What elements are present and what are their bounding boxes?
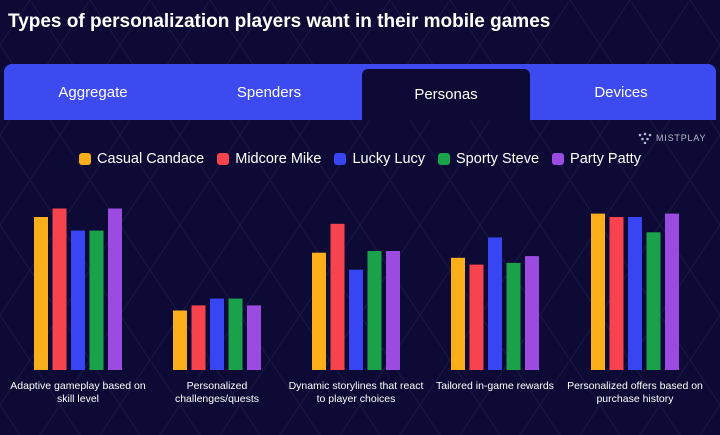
bar (367, 251, 382, 370)
tab-aggregate[interactable]: Aggregate (24, 64, 162, 120)
category-label: Tailored in-game rewards (436, 380, 554, 392)
category-label: Dynamic storylines that react to player … (288, 380, 424, 405)
bar (173, 310, 187, 370)
bar (330, 223, 345, 370)
legend-label: Midcore Mike (235, 151, 322, 167)
bar-group (591, 213, 679, 370)
bar (349, 269, 363, 370)
category-label: Personalized offers based on purchase hi… (567, 380, 703, 405)
bar (488, 237, 502, 370)
bar (228, 298, 243, 370)
legend-swatch (552, 153, 565, 165)
bar (665, 213, 679, 370)
legend-item: Sporty Steve (438, 151, 539, 167)
bar-group (34, 208, 122, 370)
bar (71, 230, 85, 370)
legend-item: Casual Candace (79, 151, 204, 167)
bar (525, 256, 539, 370)
legend-swatch (438, 153, 451, 165)
legend-item: Lucky Lucy (334, 151, 425, 167)
bar (89, 230, 104, 370)
mistplay-logo-icon (638, 132, 652, 144)
bar (52, 208, 67, 370)
bar-group (173, 298, 261, 370)
legend-swatch (79, 153, 92, 165)
bar (386, 251, 400, 370)
bar (469, 264, 484, 370)
bar (628, 217, 642, 370)
bar (646, 232, 661, 370)
category-label: Personalized challenges/quests (174, 380, 260, 405)
bar (312, 252, 326, 370)
bar (247, 305, 261, 370)
bar-group (451, 237, 539, 370)
legend-swatch (334, 153, 347, 165)
page-title: Types of personalization players want in… (8, 11, 551, 32)
bar (191, 305, 206, 370)
legend-label: Casual Candace (97, 151, 205, 167)
legend-item: Midcore Mike (217, 151, 321, 167)
bar (108, 208, 122, 370)
bar (34, 217, 48, 370)
legend-label: Party Patty (570, 151, 641, 167)
bar (451, 257, 465, 370)
brand-logo: MISTPLAY (638, 132, 706, 144)
legend-item: Party Patty (552, 151, 641, 167)
tab-label: Aggregate (58, 83, 128, 101)
legend-swatch (217, 153, 230, 165)
tab-label: Devices (594, 83, 648, 101)
tab-spenders[interactable]: Spenders (200, 64, 338, 120)
tab-label: Spenders (236, 83, 302, 101)
bar (609, 217, 624, 370)
chart-legend: Casual Candace Midcore Mike Lucky Lucy Spor… (0, 151, 720, 167)
tab-devices[interactable]: Devices (552, 64, 690, 120)
bar (506, 262, 521, 370)
bar-group (312, 223, 400, 370)
tab-bar: Aggregate Spenders Personas Devices (4, 64, 716, 120)
category-label: Adaptive gameplay based on skill level (10, 380, 146, 405)
bar (591, 213, 605, 370)
legend-label: Lucky Lucy (352, 151, 426, 167)
legend-label: Sporty Steve (456, 151, 540, 167)
bar (210, 298, 224, 370)
tab-label: Personas (414, 86, 478, 103)
tab-personas[interactable]: Personas (362, 69, 530, 120)
brand-name: MISTPLAY (656, 133, 707, 143)
